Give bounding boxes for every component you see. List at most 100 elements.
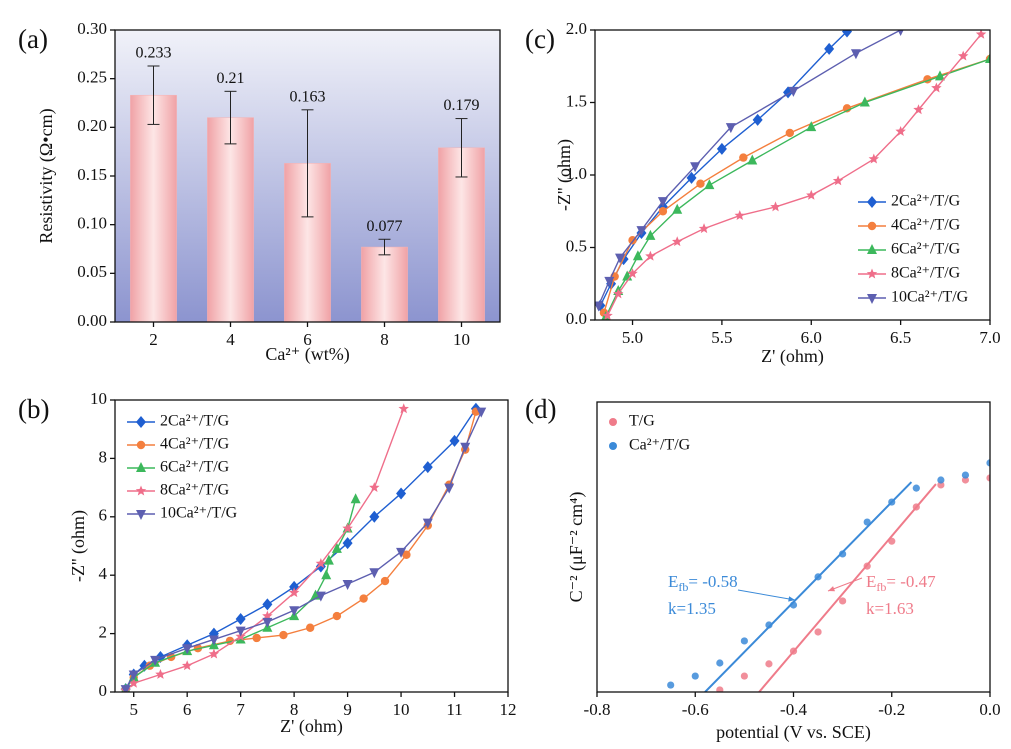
y-tick-label: 0.00 [77, 311, 107, 330]
annotation-k: k=1.63 [866, 599, 914, 618]
x-tick-label: 7.0 [979, 328, 1000, 347]
annotation-symbol: E [668, 572, 678, 591]
marker [369, 568, 380, 579]
marker [934, 70, 945, 81]
point [740, 637, 748, 645]
y-axis-label: Resistivity (Ω•cm) [36, 108, 57, 243]
marker [913, 104, 924, 115]
point [937, 476, 945, 484]
plot-frame [594, 29, 991, 321]
marker [120, 685, 131, 692]
x-tick-label: 8 [380, 330, 389, 349]
point [961, 471, 970, 479]
marker [975, 30, 987, 39]
marker [396, 487, 407, 500]
marker [657, 197, 668, 208]
x-tick-label: 0.0 [979, 700, 1000, 719]
legend-label: 2Ca²⁺/T/G [891, 193, 961, 210]
marker [128, 677, 139, 688]
marker [225, 636, 235, 646]
marker [957, 50, 969, 61]
panel-label: (d) [525, 394, 556, 424]
marker [734, 210, 746, 221]
marker [770, 201, 781, 212]
marker [331, 542, 342, 553]
marker [602, 310, 613, 320]
x-tick-label: 12 [500, 700, 517, 719]
y-tick-label: 0.25 [77, 68, 107, 87]
marker [645, 229, 656, 240]
marker [289, 606, 300, 617]
marker [449, 434, 460, 447]
marker [369, 482, 380, 493]
x-tick-label: 11 [446, 700, 462, 719]
value-label: 0.233 [136, 45, 172, 62]
series-line [125, 411, 477, 690]
annotation: Efb= -0.58 [668, 572, 738, 594]
bar [207, 117, 254, 323]
x-tick-label: 10 [393, 700, 410, 719]
marker [402, 550, 411, 559]
legend-marker [867, 221, 877, 231]
marker [332, 611, 342, 621]
legend-marker [609, 418, 617, 426]
y-axis-label: -Z'' (ohm) [68, 510, 89, 582]
point [789, 601, 798, 609]
marker [235, 626, 246, 637]
x-tick-label: 2 [149, 330, 158, 349]
x-tick-label: 6 [183, 700, 192, 719]
marker [671, 236, 683, 247]
annotation-symbol: E [866, 572, 876, 591]
marker [398, 403, 409, 414]
legend-label: 10Ca²⁺/T/G [891, 289, 969, 306]
marker [752, 113, 763, 126]
x-tick-label: 7 [236, 700, 245, 719]
legend-label: 6Ca²⁺/T/G [891, 241, 961, 258]
marker [460, 442, 471, 453]
marker [252, 633, 261, 643]
marker [931, 82, 942, 93]
marker [323, 554, 334, 565]
marker [262, 617, 273, 628]
marker [842, 30, 853, 38]
x-tick-label: 5 [129, 700, 138, 719]
y-tick-label: 6 [99, 506, 108, 525]
panel-label: (b) [18, 394, 49, 424]
x-tick-label: -0.4 [780, 700, 807, 719]
marker [824, 42, 835, 55]
marker [262, 598, 273, 611]
y-tick-label: 2 [99, 623, 108, 642]
marker [690, 162, 701, 173]
x-axis-label: Z' (ohm) [280, 716, 343, 737]
annotation-sub: fb [876, 580, 886, 594]
marker [321, 569, 332, 580]
marker [632, 250, 643, 261]
x-axis-label: Z' (ohm) [761, 346, 824, 367]
x-tick-label: 5.5 [711, 328, 732, 347]
y-tick-label: 0.30 [77, 19, 107, 38]
legend-label: Ca²⁺/T/G [629, 437, 691, 454]
marker [850, 49, 861, 60]
y-tick-label: 0.5 [566, 236, 587, 255]
legend-marker [609, 442, 617, 450]
marker [627, 268, 638, 279]
point [814, 628, 822, 636]
point [814, 573, 822, 581]
marker [422, 461, 433, 474]
annotation-k: k=1.35 [668, 599, 716, 618]
marker [476, 407, 487, 418]
y-tick-label: 4 [99, 564, 108, 583]
marker [155, 668, 166, 679]
x-tick-label: 6.0 [801, 328, 822, 347]
x-tick-label: -0.2 [878, 700, 905, 719]
marker [806, 121, 817, 132]
marker [305, 623, 315, 632]
bar [130, 94, 177, 323]
marker [725, 123, 736, 134]
legend-marker [136, 416, 146, 428]
point [691, 672, 699, 680]
marker [396, 547, 407, 558]
annotation-arrow [737, 589, 796, 601]
point [789, 647, 798, 655]
marker [806, 189, 817, 200]
